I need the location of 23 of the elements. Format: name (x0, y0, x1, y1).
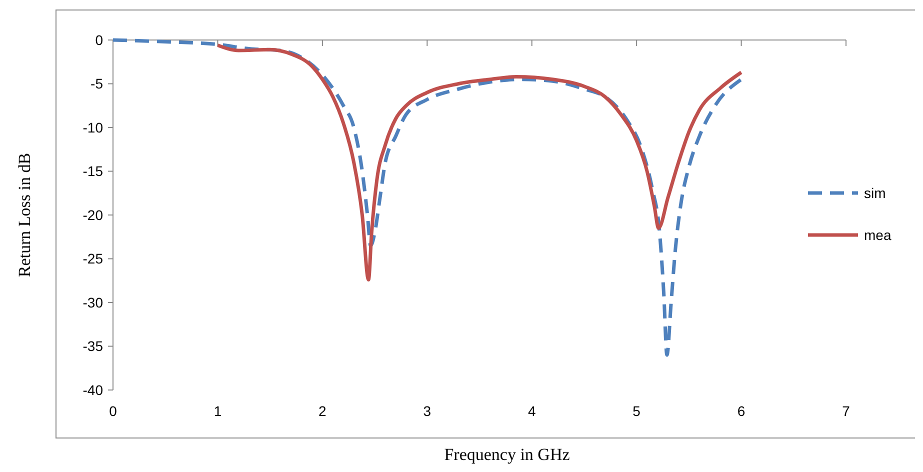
x-tick-label: 3 (423, 403, 432, 419)
legend-label: mea (864, 226, 892, 243)
line-series (111, 38, 744, 357)
y-tick-label: -20 (82, 206, 104, 223)
y-tick-label: -30 (82, 294, 104, 310)
y-tick-label: -35 (82, 338, 104, 354)
x-tick-label: 0 (109, 403, 118, 419)
line-series (216, 44, 744, 282)
y-tick-label: -25 (82, 250, 104, 267)
y-tick-label: -10 (82, 119, 104, 136)
legend-label: sim (864, 184, 886, 201)
y-tick-label: -15 (82, 163, 104, 180)
y-axis-title: Return Loss in dB (15, 152, 34, 278)
x-tick-label: 6 (737, 403, 746, 419)
x-axis-title: Frequency in GHz (444, 445, 570, 464)
y-tick-label: -5 (90, 76, 104, 92)
x-tick-label: 5 (632, 403, 641, 419)
x-tick-label: 2 (318, 403, 327, 419)
x-tick-label: 4 (528, 403, 536, 419)
x-tick-label: 1 (214, 403, 222, 419)
x-tick-label: 7 (842, 403, 850, 419)
y-tick-label: -40 (82, 382, 104, 398)
y-tick-label: 0 (95, 32, 104, 48)
